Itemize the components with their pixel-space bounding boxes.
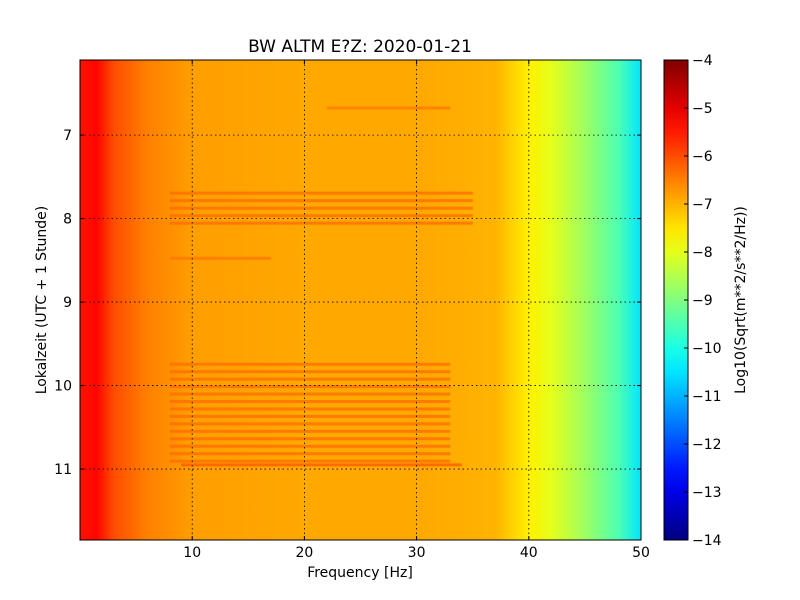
energy-band-stripe <box>169 191 473 195</box>
y-tick-label: 9 <box>63 295 72 311</box>
energy-band-stripe <box>180 463 462 467</box>
energy-band-stripe <box>169 377 451 381</box>
colorbar-tick-label: −8 <box>692 245 713 261</box>
energy-band-stripe <box>169 221 473 225</box>
energy-band-stripe <box>169 362 451 366</box>
colorbar-tick-label: −14 <box>692 533 722 549</box>
x-axis-label: Frequency [Hz] <box>307 565 413 581</box>
x-tick-label: 40 <box>520 545 538 561</box>
energy-band <box>326 106 451 110</box>
y-tick-label: 10 <box>54 379 72 395</box>
colorbar-tick-label: −6 <box>692 149 713 165</box>
colorbar-ticks: −4 −5 −6 −7 −8 −9 −10 −11 −12 −13 −14 <box>684 53 722 549</box>
colorbar-tick-label: −9 <box>692 293 713 309</box>
energy-band-stripe <box>169 437 451 441</box>
energy-band-stripe <box>326 106 451 110</box>
energy-band <box>169 191 473 225</box>
y-tick-label: 7 <box>63 128 72 144</box>
energy-band-stripe <box>169 429 451 433</box>
energy-band-stripe <box>169 459 451 463</box>
colorbar-tick-label: −10 <box>692 341 722 357</box>
energy-band-stripe <box>169 199 473 203</box>
energy-band-stripe <box>169 256 271 260</box>
colorbar-tick-label: −7 <box>692 197 713 213</box>
energy-band-stripe <box>169 385 451 389</box>
colorbar-tick-label: −5 <box>692 101 713 117</box>
y-tick-label: 8 <box>63 212 72 228</box>
spectrogram-bands <box>169 106 473 467</box>
energy-band-stripe <box>169 392 451 396</box>
energy-band-stripe <box>169 206 473 210</box>
spectrogram-base <box>80 60 641 540</box>
colorbar-tick-label: −4 <box>692 53 713 69</box>
energy-band-stripe <box>169 414 451 418</box>
x-axis-ticks: 10 20 30 40 50 <box>183 60 650 561</box>
colorbar: −4 −5 −6 −7 −8 −9 −10 −11 −12 −13 −14 <box>663 53 722 549</box>
y-tick-label: 11 <box>54 462 72 478</box>
colorbar-tick-label: −13 <box>692 485 722 501</box>
energy-band-stripe <box>169 400 451 404</box>
energy-band-stripe <box>169 422 451 426</box>
energy-band-stripe <box>169 452 451 456</box>
energy-band-stripe <box>169 370 451 374</box>
colorbar-tick-label: −12 <box>692 437 722 453</box>
energy-band-stripe <box>169 214 473 218</box>
energy-band <box>169 256 271 260</box>
x-tick-label: 20 <box>295 545 313 561</box>
chart-title: BW ALTM E?Z: 2020-01-21 <box>248 37 472 57</box>
colorbar-tick-label: −11 <box>692 389 722 405</box>
x-tick-label: 10 <box>183 545 201 561</box>
y-axis-label: Lokalzeit (UTC + 1 Stunde) <box>34 206 50 395</box>
energy-band <box>180 463 462 467</box>
plot-area: 10 20 30 40 50 7 8 9 10 11 <box>54 59 650 561</box>
energy-band-stripe <box>169 444 451 448</box>
colorbar-label: Log10(Sqrt(m**2/s**2/Hz)) <box>733 206 749 394</box>
y-axis-ticks: 7 8 9 10 11 <box>54 128 641 478</box>
energy-band-stripe <box>169 407 451 411</box>
x-tick-label: 30 <box>408 545 426 561</box>
energy-band <box>169 362 451 463</box>
x-tick-label: 50 <box>632 545 650 561</box>
plot-frame <box>79 59 642 541</box>
